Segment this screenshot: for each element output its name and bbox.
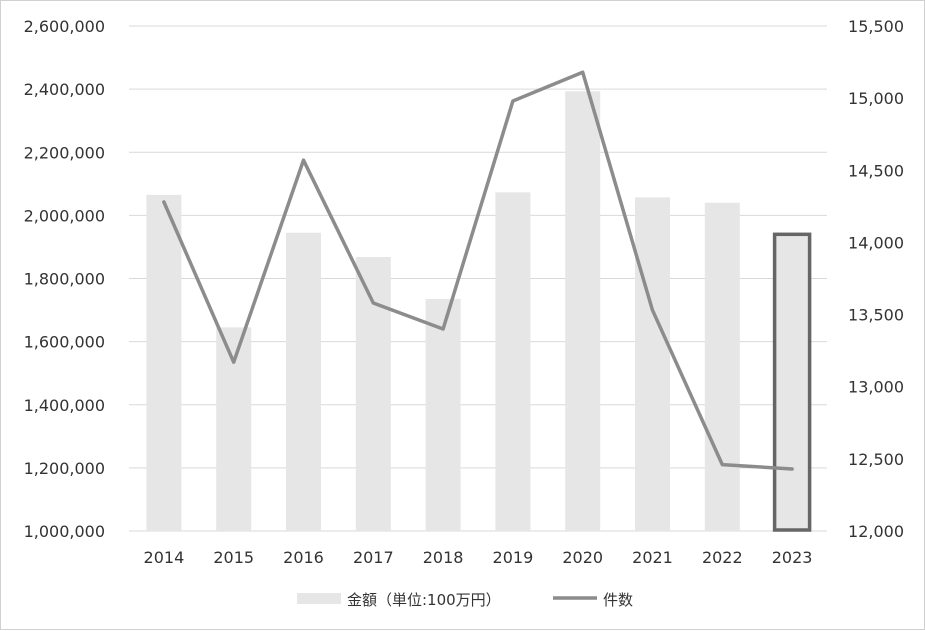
x-axis: 2014 2015 2016 2017 2018 2019 2020 2021 2022 2023 [144,548,813,567]
line-point-2014 [162,200,166,204]
x-tick-label: 2019 [493,548,534,567]
legend-label-count: 件数 [603,591,633,609]
line-point-2015 [232,360,236,364]
bar-series-amount [146,91,810,531]
x-tick-label: 2021 [632,548,673,567]
right-y-tick-label: 14,000 [848,233,904,252]
right-y-tick-label: 13,500 [848,306,904,325]
line-count [162,70,794,471]
x-tick-label: 2014 [144,548,185,567]
left-y-tick-label: 2,200,000 [24,143,105,162]
x-tick-label: 2018 [423,548,464,567]
bar-2019 [495,192,531,531]
bar-2017 [355,257,391,531]
left-y-tick-label: 2,400,000 [24,80,105,99]
highlight-frame [772,232,812,532]
left-y-tick-label: 2,000,000 [24,206,105,225]
left-y-tick-label: 1,000,000 [24,522,105,541]
left-y-axis: 1,000,000 1,200,000 1,400,000 1,600,000 1,80… [24,17,105,541]
right-y-tick-label: 15,500 [848,17,904,36]
bar-2023 [774,234,810,531]
legend-label-amount: 金額（単位:100万円） [347,591,501,609]
left-y-tick-label: 1,200,000 [24,459,105,478]
left-y-tick-label: 2,600,000 [24,17,105,36]
left-y-tick-label: 1,800,000 [24,270,105,289]
x-tick-label: 2016 [283,548,324,567]
right-y-tick-label: 13,000 [848,378,904,397]
legend-swatch-amount [297,593,341,604]
x-tick-label: 2022 [702,548,743,567]
left-y-tick-label: 1,600,000 [24,333,105,352]
bar-2014 [146,194,182,531]
line-point-2020 [581,70,585,74]
line-point-2023 [790,467,794,471]
right-y-tick-label: 12,500 [848,450,904,469]
bar-2018 [425,299,461,531]
line-point-2019 [511,99,515,103]
bar-2021 [635,197,670,531]
x-tick-label: 2020 [562,548,603,567]
bar-2016 [286,232,321,531]
highlight-box-2023 [772,232,812,532]
line-point-2017 [371,301,375,305]
line-point-2016 [302,158,305,162]
right-y-axis: 12,000 12,500 13,000 13,500 14,000 14,500 15,0… [848,17,904,541]
bar-2020 [565,91,601,531]
x-tick-label: 2015 [213,548,254,567]
legend: 金額（単位:100万円） 件数 [297,591,633,609]
right-y-tick-label: 15,000 [848,89,904,108]
line-point-2018 [441,327,445,331]
right-y-tick-label: 12,000 [848,522,904,541]
x-tick-label: 2017 [353,548,394,567]
line-series-count [162,70,794,471]
line-point-2022 [720,463,724,467]
bar-2022 [704,202,740,531]
left-y-tick-label: 1,400,000 [24,396,105,415]
right-y-tick-label: 14,500 [848,161,904,180]
x-tick-label: 2023 [772,548,813,567]
line-point-2021 [651,308,654,312]
